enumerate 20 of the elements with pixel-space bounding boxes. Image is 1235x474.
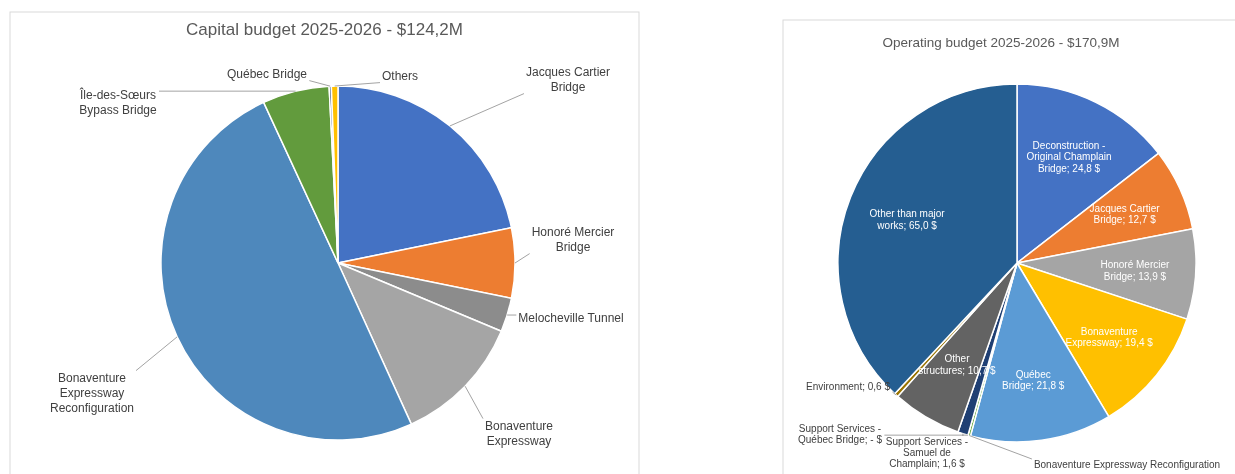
slice-label: Other than major works; 65,0 $ bbox=[869, 208, 946, 231]
slice-label: Île-des-Sœurs Bypass Bridge bbox=[78, 86, 158, 117]
slice-label: Jacques Cartier Bridge; 12,7 $ bbox=[1089, 202, 1161, 226]
slice-label: Bonaventure Expressway Reconfiguration bbox=[49, 370, 135, 415]
slice-label: Support Services - Samuel de Champlain; 1,6 $ bbox=[885, 436, 969, 469]
chart-title: Capital budget 2025-2026 - $124,2M bbox=[186, 20, 463, 39]
slice-label: Jacques Cartier Bridge bbox=[525, 64, 611, 94]
slice-label: Québec Bridge; 21,8 $ bbox=[1002, 368, 1065, 392]
slice-label: Environment; 0,6 $ bbox=[806, 381, 891, 392]
slice-label: Deconstruction - Original Champlain Bridge; 24,8 $ bbox=[1026, 139, 1112, 174]
slice-label: Bonaventure Expressway Reconfiguration bbox=[1033, 459, 1221, 470]
slice-label: Honoré Mercier Bridge bbox=[531, 224, 615, 254]
slice-label: Bonaventure Expressway bbox=[484, 418, 554, 448]
category-label: Support Services - Québec Bridge; - $ bbox=[798, 423, 882, 445]
slice-label: Others bbox=[381, 68, 419, 83]
slice-label: Bonaventure Expressway; 19,4 $ bbox=[1065, 325, 1154, 349]
slice-label: Québec Bridge bbox=[226, 66, 308, 81]
slice-label: Honoré Mercier Bridge; 13,9 $ bbox=[1100, 259, 1171, 282]
chart-title: Operating budget 2025-2026 - $170,9M bbox=[882, 35, 1120, 50]
slice-label: Melocheville Tunnel bbox=[518, 310, 624, 325]
